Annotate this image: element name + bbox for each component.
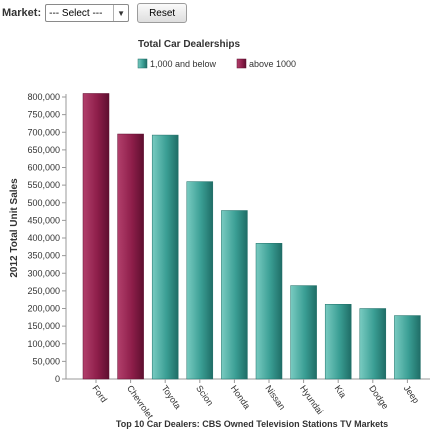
- y-tick-label: 700,000: [27, 127, 60, 137]
- bars: [82, 93, 421, 380]
- reset-button[interactable]: Reset: [137, 3, 188, 23]
- y-tick-label: 650,000: [27, 145, 60, 155]
- legend-label-1000-and-below: 1,000 and below: [150, 59, 217, 69]
- x-tick-label-ford: Ford: [90, 383, 109, 404]
- y-tick-label: 550,000: [27, 180, 60, 190]
- y-ticks: 0 50,000 100,000 150,000 200,000 250,000 300,0…: [27, 92, 66, 384]
- y-tick-label: 800,000: [27, 92, 60, 102]
- legend: 1,000 and below above 1000: [137, 58, 296, 69]
- y-tick-label: 400,000: [27, 233, 60, 243]
- bar-dodge[interactable]: [359, 308, 387, 380]
- bar-toyota[interactable]: [151, 134, 179, 380]
- bar-jeep[interactable]: [394, 315, 421, 380]
- x-tick-label-nissan: Nissan: [263, 383, 287, 411]
- bar-ford[interactable]: [82, 93, 110, 380]
- y-tick-label: 750,000: [27, 110, 60, 120]
- legend-swatch-1000-and-below: [137, 58, 148, 69]
- chevron-down-icon: ▼: [113, 5, 128, 21]
- y-tick-label: 150,000: [27, 321, 60, 331]
- y-axis-label: 2012 Total Unit Sales: [9, 178, 20, 278]
- x-tick-label-hyundai: Hyundai: [298, 383, 325, 416]
- y-tick-label: 100,000: [27, 339, 60, 349]
- market-controls: Market: --- Select --- ▼ Reset: [0, 3, 188, 23]
- y-tick-label: 0: [55, 374, 60, 384]
- bar-scion[interactable]: [186, 181, 214, 380]
- bar-nissan[interactable]: [255, 243, 283, 380]
- x-axis-label: Top 10 Car Dealers: CBS Owned Television…: [116, 419, 388, 429]
- x-tick-label-chevrolet: Chevrolet: [125, 383, 156, 421]
- x-tick-label-toyota: Toyota: [160, 383, 183, 410]
- y-tick-label: 600,000: [27, 163, 60, 173]
- y-tick-label: 250,000: [27, 286, 60, 296]
- bar-kia[interactable]: [324, 304, 352, 380]
- x-tick-label-dodge: Dodge: [367, 383, 390, 410]
- market-select[interactable]: --- Select --- ▼: [45, 4, 130, 22]
- market-label: Market:: [2, 7, 42, 19]
- bar-honda[interactable]: [221, 210, 248, 380]
- chart-title: Total Car Dealerships: [138, 39, 241, 50]
- x-tick-label-scion: Scion: [194, 383, 215, 407]
- legend-swatch-above-1000: [236, 58, 247, 69]
- bar-chevrolet[interactable]: [117, 133, 144, 380]
- x-ticks: Ford Chevrolet Toyota Scion Honda Nissan Hyund…: [90, 379, 421, 421]
- y-tick-label: 200,000: [27, 304, 60, 314]
- market-select-value: --- Select ---: [49, 7, 103, 19]
- y-tick-label: 450,000: [27, 215, 60, 225]
- y-tick-label: 50,000: [32, 356, 60, 366]
- y-tick-label: 350,000: [27, 251, 60, 261]
- x-tick-label-honda: Honda: [229, 383, 252, 410]
- y-tick-label: 300,000: [27, 268, 60, 278]
- y-tick-label: 500,000: [27, 198, 60, 208]
- bar-hyundai[interactable]: [290, 285, 317, 380]
- legend-label-above-1000: above 1000: [249, 59, 296, 69]
- x-tick-label-jeep: Jeep: [402, 383, 421, 405]
- x-tick-label-kia: Kia: [333, 383, 349, 399]
